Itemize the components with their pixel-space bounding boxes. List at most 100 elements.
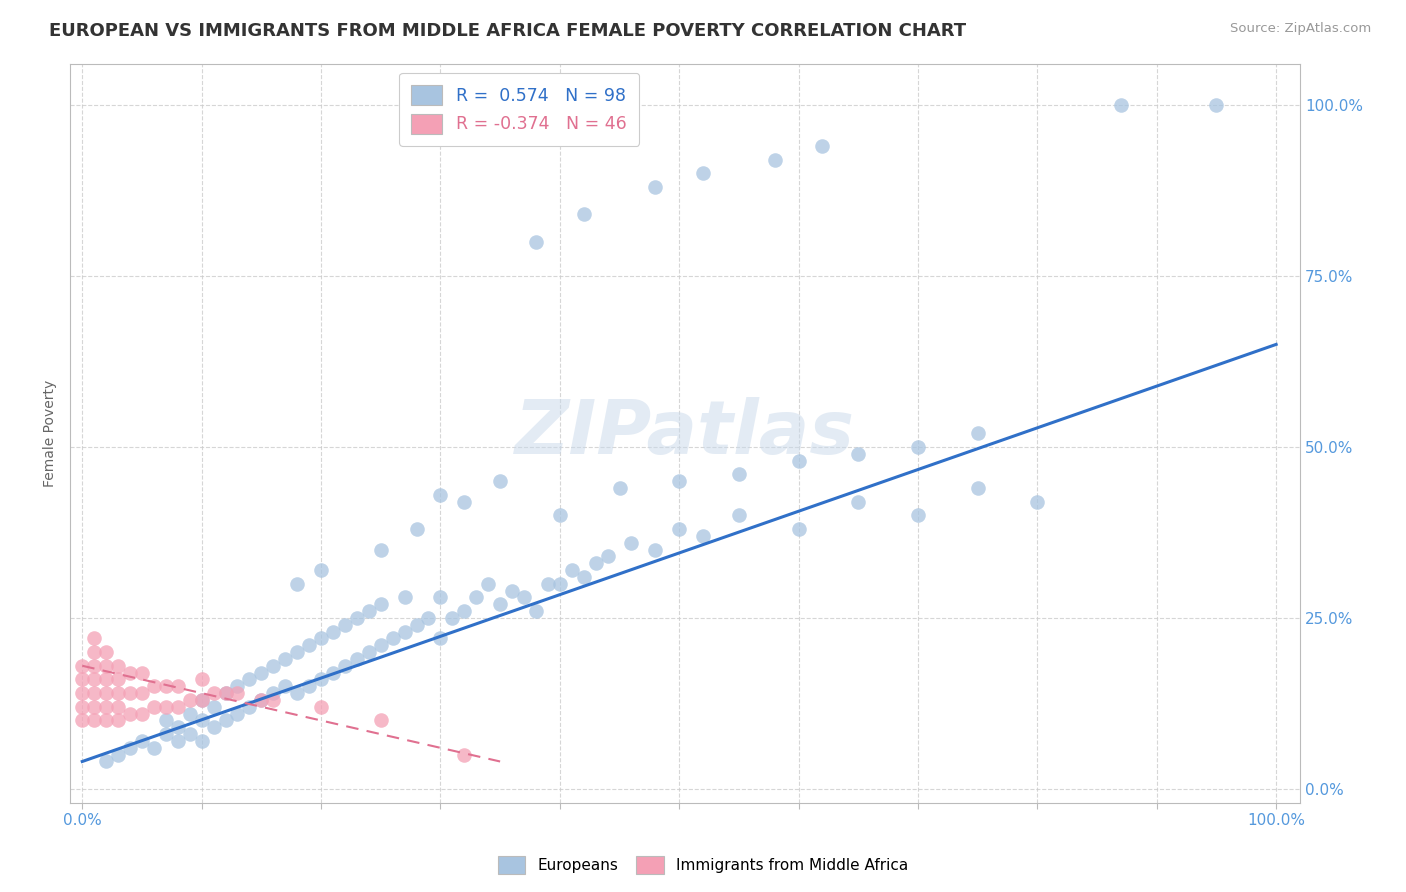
Point [966,481,988,495]
Point [83,645,105,659]
Point [596,549,619,564]
Point [692,529,714,543]
Point [285,686,308,700]
Point [668,522,690,536]
Point [166,720,188,734]
Point [787,453,810,467]
Point [405,617,427,632]
Point [274,652,297,666]
Point [214,714,236,728]
Point [226,686,249,700]
Point [238,699,260,714]
Point [381,632,404,646]
Point [477,576,499,591]
Point [537,576,560,591]
Point [179,727,201,741]
Point [609,481,631,495]
Point [262,693,284,707]
Point [298,679,321,693]
Point [72,699,94,714]
Point [548,508,571,523]
Point [118,665,141,680]
Point [107,699,129,714]
Point [190,693,212,707]
Legend: Europeans, Immigrants from Middle Africa: Europeans, Immigrants from Middle Africa [492,850,914,880]
Point [94,686,117,700]
Point [166,679,188,693]
Point [728,467,751,482]
Point [250,693,273,707]
Point [107,686,129,700]
Point [226,679,249,693]
Point [668,474,690,488]
Point [250,665,273,680]
Point [561,563,583,577]
Point [285,576,308,591]
Point [202,699,225,714]
Point [94,714,117,728]
Text: Source: ZipAtlas.com: Source: ZipAtlas.com [1230,22,1371,36]
Point [453,747,475,762]
Point [94,755,117,769]
Point [83,658,105,673]
Point [155,679,177,693]
Point [846,447,869,461]
Point [83,714,105,728]
Point [489,474,512,488]
Point [405,522,427,536]
Point [846,494,869,508]
Point [94,699,117,714]
Point [728,508,751,523]
Text: ZIPatlas: ZIPatlas [515,397,855,470]
Point [489,597,512,611]
Point [322,624,344,639]
Point [202,686,225,700]
Point [83,686,105,700]
Point [333,658,356,673]
Point [453,604,475,618]
Point [107,673,129,687]
Point [166,699,188,714]
Point [107,747,129,762]
Point [118,740,141,755]
Point [131,706,153,721]
Point [142,740,165,755]
Point [226,706,249,721]
Point [238,673,260,687]
Point [94,645,117,659]
Point [274,679,297,693]
Point [357,604,380,618]
Point [83,699,105,714]
Point [572,570,595,584]
Point [72,686,94,700]
Point [370,597,392,611]
Point [190,734,212,748]
Point [309,632,332,646]
Point [142,679,165,693]
Point [394,624,416,639]
Point [155,727,177,741]
Point [262,686,284,700]
Point [966,426,988,441]
Point [94,658,117,673]
Point [763,153,786,167]
Point [72,658,94,673]
Point [429,632,451,646]
Point [787,522,810,536]
Point [644,180,666,194]
Point [166,734,188,748]
Point [370,542,392,557]
Point [309,699,332,714]
Point [1109,98,1132,112]
Point [250,693,273,707]
Point [131,665,153,680]
Point [298,638,321,652]
Point [72,673,94,687]
Point [190,673,212,687]
Legend: R =  0.574   N = 98, R = -0.374   N = 46: R = 0.574 N = 98, R = -0.374 N = 46 [399,73,640,145]
Point [309,673,332,687]
Point [453,494,475,508]
Point [346,611,368,625]
Point [285,645,308,659]
Point [83,632,105,646]
